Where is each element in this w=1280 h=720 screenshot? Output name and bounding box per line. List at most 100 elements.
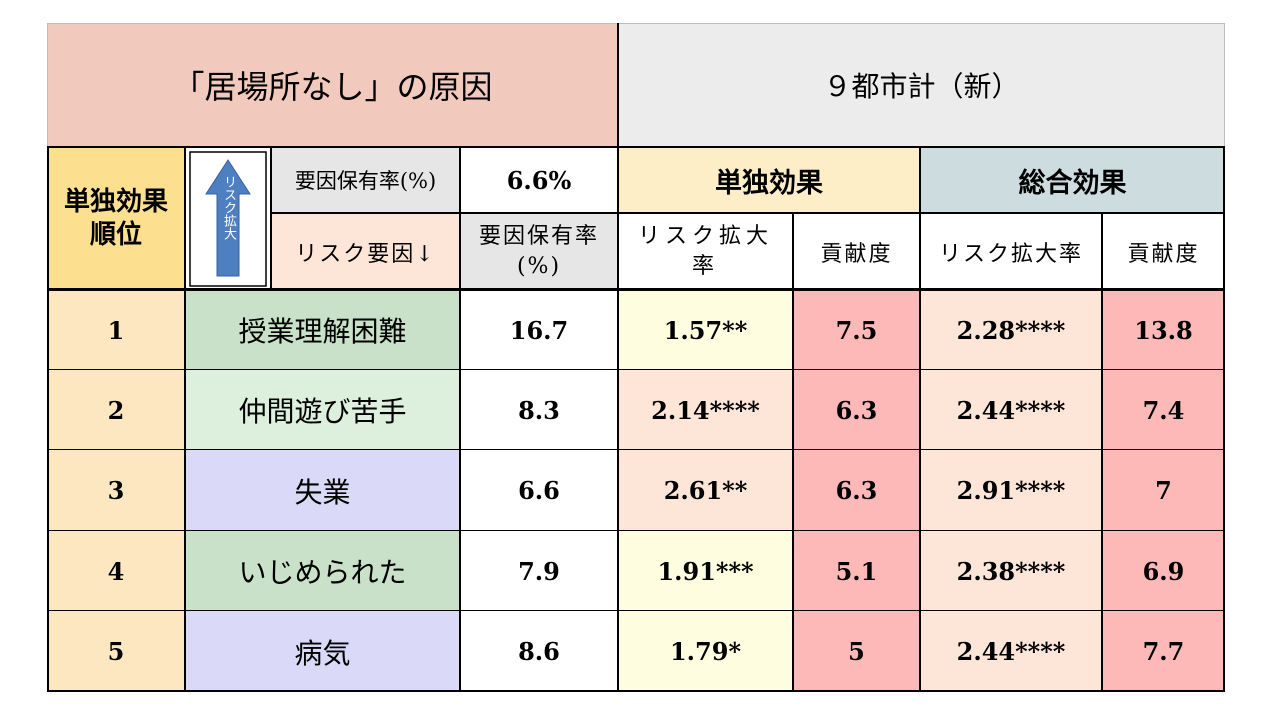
table-row-rank: 2 [47,370,185,450]
total-ratio-value: 2.28**** [956,315,1066,345]
arrow-text: リスク拡大 [221,175,236,240]
total-contrib-label: 貢献度 [1127,241,1200,267]
table-row-prevalence: 6.6 [460,450,618,531]
single-ratio-value: 1.79* [669,637,741,666]
rank-value: 4 [107,556,125,586]
total-ratio-value: 2.44**** [956,637,1066,666]
prevalence-value: 16.7 [509,315,569,345]
total-ratio-value: 2.91**** [956,476,1066,505]
grid-line [47,369,1225,370]
factor-name: 授業理解困難 [238,315,407,348]
grid-line [792,213,794,692]
table-row-total-contrib: 7 [1102,450,1225,531]
region-title: ９都市計（新） [823,70,1020,103]
total-contrib-value: 7.7 [1142,637,1185,666]
table-row-rank: 4 [47,531,185,611]
prevalence-label: 要因保有率(%) [294,169,437,193]
total-ratio-value: 2.38**** [956,556,1066,586]
rank-value: 1 [107,315,125,345]
total-contrib-value: 13.8 [1134,315,1193,345]
factor-name: 失業 [294,475,351,509]
single-ratio-value: 1.57** [663,315,748,345]
grid-line [47,610,1225,611]
grid-line [270,147,272,290]
single-contrib-value: 6.3 [835,395,878,425]
grid-line [271,212,1225,214]
total-effect-label: 総合効果 [1018,167,1127,199]
results-table: 「居場所なし」の原因 ９都市計（新） 単独効果 順位 リスク拡大 要因保有率(%… [47,23,1225,692]
single-contrib-header: 貢献度 [793,213,920,290]
grid-line [47,146,1225,148]
grid-line [459,147,461,692]
table-row-total-ratio: 2.44**** [920,611,1102,692]
table-row-single-ratio: 1.91*** [618,531,793,611]
rank-header-line2: 順位 [89,219,142,250]
grid-line [184,147,186,692]
prevalence-value: 8.3 [518,395,560,425]
table-title: 「居場所なし」の原因 [172,68,493,106]
single-ratio-value: 2.61** [663,476,748,505]
prevalence-col-label: 要因保有率(%) [478,223,599,279]
single-contrib-value: 6.3 [835,476,878,505]
single-contrib-value: 7.5 [835,315,878,345]
table-row-factor: 失業 [185,450,460,531]
prevalence-value: 8.6 [518,637,560,666]
total-ratio-value: 2.44**** [956,395,1066,425]
single-ratio-value: 1.91*** [657,556,754,586]
table-row-total-ratio: 2.38**** [920,531,1102,611]
table-row-rank: 3 [47,450,185,531]
total-contrib-header: 貢献度 [1102,213,1225,290]
table-row-factor: いじめられた [185,531,460,611]
table-row-single-contrib: 6.3 [793,370,920,450]
factor-name: 病気 [294,636,351,670]
table-row-prevalence: 8.3 [460,370,618,450]
risk-factor-label-cell: リスク要因↓ [271,213,460,290]
table-row-total-contrib: 6.9 [1102,531,1225,611]
rank-header: 単独効果 順位 [47,147,185,290]
grid-line [47,23,1225,24]
table-row-prevalence: 8.6 [460,611,618,692]
table-row-total-ratio: 2.44**** [920,370,1102,450]
single-ratio-header: リスク拡大率 [618,213,793,290]
table-row-rank: 5 [47,611,185,692]
risk-factor-label: リスク要因↓ [295,241,436,267]
prevalence-value: 7.9 [518,556,560,586]
table-row-total-contrib: 13.8 [1102,290,1225,370]
factor-name: 仲間遊び苦手 [238,395,407,428]
table-row-single-ratio: 2.14**** [618,370,793,450]
table-row-total-ratio: 2.28**** [920,290,1102,370]
overall-prevalence: 6.6% [506,165,572,195]
factor-name: いじめられた [238,556,407,589]
table-row-factor: 授業理解困難 [185,290,460,370]
table-row-single-contrib: 6.3 [793,450,920,531]
single-ratio-label: リスク拡大率 [637,223,773,279]
total-effect-header: 総合効果 [920,147,1225,213]
table-title-cell: 「居場所なし」の原因 [47,23,618,147]
grid-line [47,288,1225,291]
table-row-total-ratio: 2.91**** [920,450,1102,531]
grid-line [47,449,1225,450]
grid-line [617,23,619,692]
overall-prevalence-cell: 6.6% [460,147,618,213]
table-row-single-ratio: 1.57** [618,290,793,370]
total-contrib-value: 6.9 [1142,556,1185,586]
grid-line [1223,147,1225,692]
single-contrib-value: 5 [848,637,865,666]
table-row-single-contrib: 5.1 [793,531,920,611]
prevalence-col-header: 要因保有率(%) [460,213,618,290]
grid-line [47,690,1225,692]
up-arrow-icon [189,150,267,287]
rank-value: 3 [107,476,125,505]
grid-line [1224,23,1225,147]
grid-line [1101,213,1103,692]
single-ratio-value: 2.14**** [651,395,760,425]
table-row-prevalence: 16.7 [460,290,618,370]
risk-arrow-cell: リスク拡大 [185,147,271,290]
table-row-factor: 仲間遊び苦手 [185,370,460,450]
region-title-cell: ９都市計（新） [618,23,1225,147]
single-effect-label: 単独効果 [715,167,823,199]
table-row-rank: 1 [47,290,185,370]
grid-line [47,530,1225,531]
single-contrib-label: 貢献度 [820,241,893,267]
total-ratio-header: リスク拡大率 [920,213,1102,290]
